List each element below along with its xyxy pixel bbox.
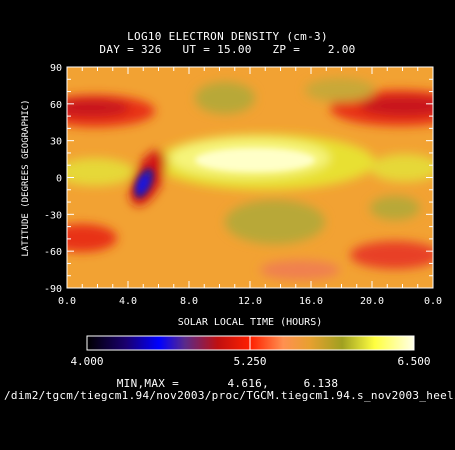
salmon-south [260,260,340,280]
yellow-crest-right [370,154,433,182]
y-tick-label: -60 [44,247,62,258]
x-tick-label: 16.0 [299,296,323,307]
y-tick-label: 60 [50,100,62,111]
minimum-blue-core [137,175,149,193]
olive-north-right [305,78,375,102]
colorbar-min-label: 4.000 [70,355,103,368]
red-south-right [350,241,433,269]
density-field [67,67,433,288]
axis-ticks [66,66,434,289]
yellow-crest-core [195,148,315,172]
olive-south-right [370,196,420,220]
x-tick-label: 20.0 [360,296,384,307]
chart-title: LOG10 ELECTRON DENSITY (cm-3) [127,30,328,43]
axis-tick-labels: 0.0 4.0 8.0 12.0 16.0 20.0 0.0 90 60 30 0 -30 -60 -90 [44,63,442,307]
olive-north-center [195,82,255,114]
min-max-readout: MIN,MAX = 4.616, 6.138 [116,377,339,390]
y-tick-label: -90 [44,284,62,295]
chart-subtitle: DAY = 326 UT = 15.00 ZP = 2.00 [99,43,356,56]
source-path: /dim2/tgcm/tiegcm1.94/nov2003/proc/TGCM.… [4,389,455,402]
red-core-north-left [67,99,130,117]
colorbar-mid-label: 5.250 [233,355,266,368]
x-tick-label: 8.0 [180,296,198,307]
red-core-north-right [360,96,433,116]
x-axis-label: SOLAR LOCAL TIME (HOURS) [178,317,323,328]
colorbar-max-label: 6.500 [397,355,430,368]
x-tick-label: 12.0 [238,296,262,307]
y-tick-label: 90 [50,63,62,74]
yellow-crest-left [67,158,135,186]
red-south-left [67,224,117,252]
y-axis-label: LATITUDE (DEGREES GEOGRAPHIC) [21,99,31,256]
x-tick-label: 4.0 [119,296,137,307]
x-tick-label: 0.0 [424,296,442,307]
x-tick-label: 0.0 [58,296,76,307]
y-tick-label: 30 [50,137,62,148]
y-tick-label: -30 [44,210,62,221]
y-tick-label: 0 [56,174,62,185]
olive-south [225,200,325,244]
